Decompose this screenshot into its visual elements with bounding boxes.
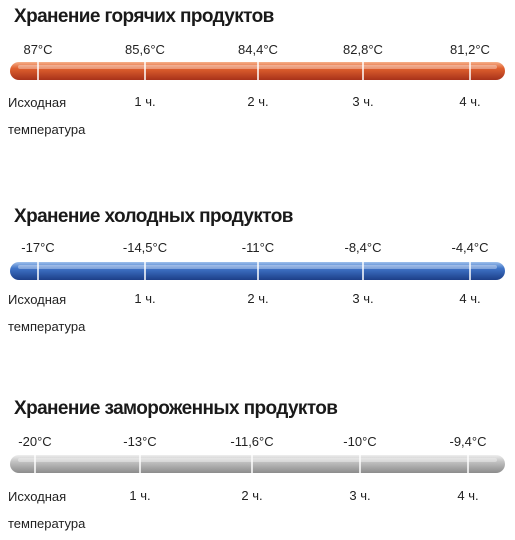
temperature-label: -17°C [21,240,55,255]
time-label: 2 ч. [241,488,263,503]
temperature-label: 81,2°C [450,42,490,57]
time-label: 1 ч. [134,291,156,306]
time-label: Исходная температура [8,95,86,137]
temperature-label: 84,4°C [238,42,278,57]
section-title: Хранение холодных продуктов [14,206,293,227]
section-title: Хранение замороженных продуктов [14,398,338,419]
temperature-label: -4,4°C [451,240,489,255]
time-label: 4 ч. [457,488,479,503]
temperature-label: 82,8°C [343,42,383,57]
temperature-label: 87°C [23,42,53,57]
time-label: 2 ч. [247,291,269,306]
time-label: 3 ч. [352,291,374,306]
time-label: Исходная температура [8,489,86,531]
time-label: 4 ч. [459,291,481,306]
time-label: 3 ч. [352,94,374,109]
bar-highlight [18,458,497,462]
temperature-label: -11,6°C [230,434,274,449]
time-label: Исходная температура [8,292,86,334]
section-title: Хранение горячих продуктов [14,6,274,27]
time-label: 2 ч. [247,94,269,109]
temperature-label: 85,6°C [125,42,165,57]
temperature-label: -8,4°C [344,240,382,255]
time-label: 1 ч. [129,488,151,503]
temperature-label: -10°C [343,434,377,449]
temperature-bar [10,455,505,473]
time-label: 4 ч. [459,94,481,109]
temperature-label: -13°C [123,434,157,449]
temperature-label: -20°C [18,434,52,449]
temperature-label: -14,5°C [122,240,168,255]
time-label: 3 ч. [349,488,371,503]
temperature-label: -11°C [241,240,275,255]
time-label: 1 ч. [134,94,156,109]
temperature-label: -9,4°C [449,434,487,449]
